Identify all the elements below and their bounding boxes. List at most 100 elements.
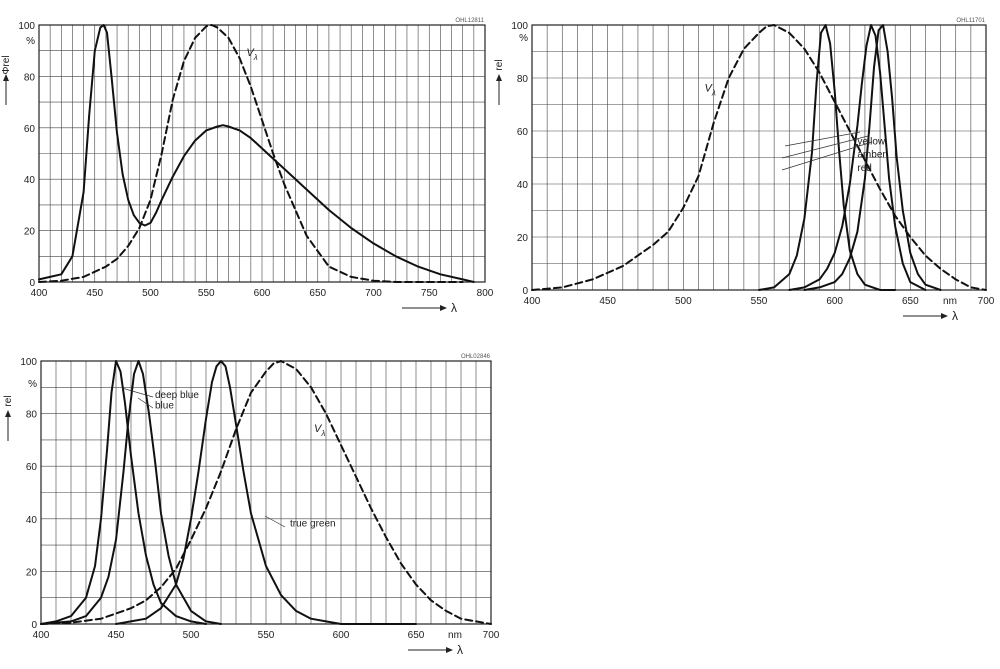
x-tick-label: 450 — [599, 296, 616, 307]
annotation-label: Vλ — [246, 47, 257, 62]
x-tick-label: 500 — [142, 288, 159, 299]
x-axis-label: λ — [952, 309, 958, 323]
series-red-line — [803, 24, 942, 291]
x-unit-label: nm — [448, 630, 462, 641]
annotation-subscript: λ — [253, 53, 258, 62]
plot-frame — [40, 360, 492, 625]
y-unit-label: % — [28, 379, 37, 390]
x-tick-label: 550 — [258, 630, 275, 641]
grid — [38, 24, 486, 283]
y-tick-label: 100 — [18, 21, 35, 32]
x-tick-label: 550 — [198, 288, 215, 299]
x-tick-label: 500 — [675, 296, 692, 307]
x-tick-label: 450 — [86, 288, 103, 299]
y-tick-label: 0 — [31, 620, 37, 631]
x-tick-label: 550 — [751, 296, 768, 307]
chart-2: 400 450 500 550 600 650 700 0 20 40 60 80 100% nm OHL1… — [494, 18, 995, 323]
annotation-label: true green — [290, 519, 336, 530]
chart-1: 400 450 500 550 600 650 700 750 800 0 20 40 60 80 100%… — [1, 18, 494, 315]
y-tick-label: 100 — [511, 21, 528, 32]
y-tick-label: 80 — [517, 74, 529, 85]
x-tick-label: 450 — [108, 630, 125, 641]
figure-code: OHL02846 — [461, 354, 491, 360]
x-tick-label: 600 — [826, 296, 843, 307]
y-tick-label: 40 — [26, 515, 38, 526]
x-tick-label: 650 — [902, 296, 919, 307]
x-axis-arrowhead — [446, 647, 453, 653]
x-tick-label: 800 — [477, 288, 494, 299]
x-tick-label: 700 — [365, 288, 382, 299]
annotation-label: deep blue — [155, 390, 199, 401]
series-V-line — [40, 360, 492, 625]
x-tick-label: 400 — [33, 630, 50, 641]
x-axis-arrowhead — [941, 313, 948, 319]
x-tick-label: 400 — [524, 296, 541, 307]
y-axis-arrowhead — [496, 74, 502, 81]
y-tick-label: 20 — [517, 233, 529, 244]
annotation-main: V — [246, 47, 255, 59]
leader-line — [121, 387, 154, 398]
figure-code: OHL12811 — [455, 18, 484, 24]
y-axis-label: Φrel — [1, 55, 12, 74]
y-axis-arrowhead — [3, 74, 9, 81]
y-tick-label: 80 — [24, 72, 36, 83]
y-tick-label: 20 — [24, 227, 36, 238]
leader-line — [784, 131, 861, 147]
figure-code: OHL11701 — [956, 18, 985, 24]
grid — [531, 24, 987, 291]
series-true-green-line — [115, 360, 417, 625]
x-tick-label: 650 — [408, 630, 425, 641]
annotation-main: V — [705, 82, 714, 94]
annotation-subscript: λ — [320, 429, 325, 438]
leader-line — [781, 135, 869, 159]
annotation-label: Vλ — [314, 423, 325, 438]
x-tick-label: 500 — [183, 630, 200, 641]
leader-line — [264, 515, 286, 528]
annotation-main: V — [314, 423, 323, 435]
series-yellow-line — [758, 24, 897, 291]
y-tick-label: 40 — [517, 180, 529, 191]
x-tick-label: 400 — [31, 288, 48, 299]
annotation-label: amber — [857, 150, 886, 161]
leader-line — [781, 141, 873, 171]
y-tick-label: 60 — [517, 127, 529, 138]
leader-line — [137, 397, 154, 409]
grid — [40, 360, 492, 625]
y-unit-label: % — [519, 33, 528, 44]
y-tick-label: 0 — [29, 278, 35, 289]
x-tick-label: 600 — [254, 288, 271, 299]
series-V-line — [38, 24, 464, 283]
y-tick-label: 80 — [26, 410, 38, 421]
annotation-label: blue — [155, 400, 174, 411]
plot-frame — [38, 24, 486, 283]
x-axis-arrowhead — [440, 305, 447, 311]
x-unit-label: nm — [943, 296, 957, 307]
x-axis-label: λ — [457, 643, 463, 657]
x-tick-label: 750 — [421, 288, 438, 299]
x-tick-label: 600 — [333, 630, 350, 641]
annotation-subscript: λ — [711, 88, 716, 97]
x-tick-label: 700 — [483, 630, 500, 641]
x-tick-label: 700 — [978, 296, 995, 307]
x-axis-label: λ — [451, 301, 457, 315]
y-tick-label: 0 — [522, 286, 528, 297]
y-tick-label: 60 — [24, 124, 36, 135]
series-V-line — [531, 24, 987, 291]
y-axis-label: rel — [3, 395, 14, 406]
y-tick-label: 100 — [20, 357, 37, 368]
x-tick-label: 650 — [309, 288, 326, 299]
annotation-label: red — [857, 163, 871, 174]
series-deep-blue-line — [40, 360, 207, 625]
y-tick-label: 20 — [26, 567, 38, 578]
y-axis-arrowhead — [5, 410, 11, 417]
leader-lines — [121, 131, 873, 528]
chart-3: 400 450 500 550 600 650 700 0 20 40 60 80 100% nm OHL0… — [3, 354, 500, 657]
annotation-label: Vλ — [705, 82, 716, 97]
series-spectrum-line — [38, 24, 475, 283]
y-unit-label: % — [26, 36, 35, 47]
series-amber-line — [788, 24, 927, 291]
y-tick-label: 60 — [26, 462, 38, 473]
y-axis-label: rel — [494, 59, 505, 70]
y-tick-label: 40 — [24, 175, 36, 186]
